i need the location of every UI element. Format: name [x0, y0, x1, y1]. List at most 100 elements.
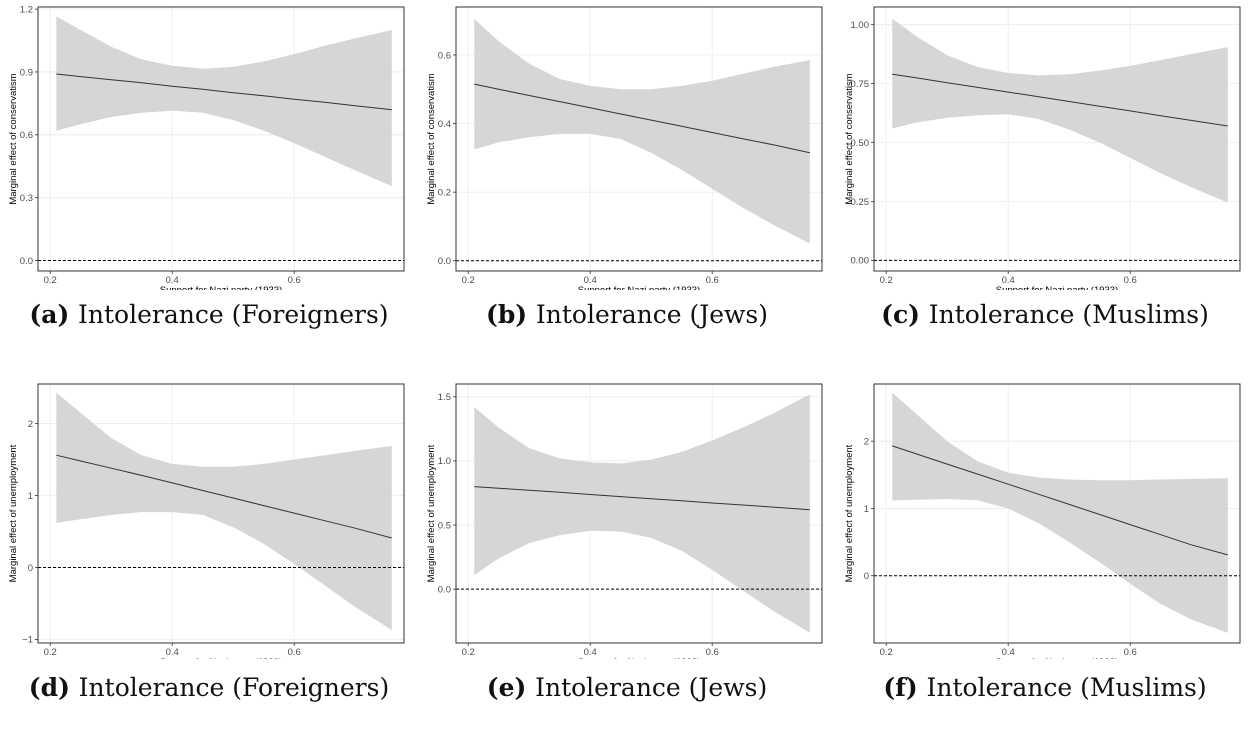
x-axis-label-c: Support for Nazi party (1933) — [996, 285, 1119, 290]
y-tick-label-a: 0.6 — [20, 130, 33, 141]
y-tick-label-f: 0 — [864, 571, 869, 582]
caption-text-c: Intolerance (Muslims) — [928, 300, 1209, 329]
y-tick-label-a: 0.0 — [20, 256, 33, 267]
y-tick-label-c: 0.75 — [851, 79, 870, 90]
confidence-band-f — [892, 392, 1228, 633]
estimate-line-c — [892, 73, 1228, 127]
x-tick-label-d: 0.4 — [166, 647, 179, 658]
panel-border-d — [37, 383, 405, 644]
chart-d: 0.2 0.4 0.6 −1 0 1 2 Support for Nazi party (19… — [8, 383, 405, 659]
panel-b: 0.2 0.4 0.6 0.0 0.2 0.4 0.6 Support for Nazi pa… — [418, 0, 836, 369]
panel-e: 0.2 0.4 0.6 0.0 0.5 1.0 1.5 Support for Nazi pa… — [418, 369, 836, 738]
chart-b: 0.2 0.4 0.6 0.0 0.2 0.4 0.6 Support for Nazi pa… — [426, 6, 823, 290]
panel-d: 0.2 0.4 0.6 −1 0 1 2 Support for Nazi party (19… — [0, 369, 418, 738]
x-tick-label-c: 0.6 — [1124, 275, 1137, 286]
y-tick-label-c: 0.50 — [851, 138, 870, 149]
caption-label-a: (a) — [29, 300, 70, 329]
y-axis-label-d: Marginal effect of unemployment — [8, 444, 19, 582]
chart-c: 0.2 0.4 0.6 0.00 0.25 0.50 0.75 1.00 Support for… — [844, 6, 1241, 290]
x-tick-label-a: 0.6 — [288, 275, 301, 286]
y-tick-label-b: 0.6 — [438, 50, 451, 61]
x-axis-label-f: Support for Nazi party (1933) — [996, 657, 1119, 659]
y-tick-label-a: 0.9 — [20, 67, 33, 78]
x-tick-label-e: 0.6 — [706, 647, 719, 658]
y-tick-label-f: 1 — [864, 504, 869, 515]
panel-border-a — [37, 6, 405, 272]
panel-border-f — [873, 383, 1241, 644]
x-tick-label-b: 0.2 — [462, 275, 475, 286]
y-tick-label-d: 2 — [28, 419, 33, 430]
y-tick-label-a: 1.2 — [20, 4, 33, 15]
caption-text-f: Intolerance (Muslims) — [926, 673, 1207, 702]
caption-label-c: (c) — [881, 300, 920, 329]
confidence-band-c — [892, 18, 1228, 203]
y-tick-label-c: 1.00 — [851, 20, 870, 31]
y-axis-label-e: Marginal effect of unemployment — [426, 444, 437, 582]
caption-text-d: Intolerance (Foreigners) — [78, 673, 390, 702]
caption-b: (b) Intolerance (Jews) — [418, 300, 836, 329]
x-tick-label-e: 0.2 — [462, 647, 475, 658]
y-tick-label-d: 1 — [28, 491, 33, 502]
caption-text-e: Intolerance (Jews) — [535, 673, 768, 702]
caption-d: (d) Intolerance (Foreigners) — [0, 673, 418, 702]
y-axis-label-b: Marginal effect of conservatism — [426, 73, 437, 204]
y-tick-label-b: 0.4 — [438, 119, 451, 130]
y-tick-label-b: 0.2 — [438, 187, 451, 198]
panel-c: 0.2 0.4 0.6 0.00 0.25 0.50 0.75 1.00 Support for… — [836, 0, 1254, 369]
y-tick-label-e: 0.5 — [438, 520, 451, 531]
x-tick-label-d: 0.6 — [288, 647, 301, 658]
y-tick-label-a: 0.3 — [20, 193, 33, 204]
chart-f: 0.2 0.4 0.6 0 1 2 Support for Nazi party (1933… — [844, 383, 1241, 659]
x-axis-label-e: Support for Nazi party (1933) — [578, 657, 701, 659]
caption-label-b: (b) — [485, 300, 528, 329]
caption-text-b: Intolerance (Jews) — [535, 300, 768, 329]
x-tick-label-b: 0.6 — [706, 275, 719, 286]
caption-e: (e) Intolerance (Jews) — [418, 673, 836, 702]
y-tick-label-f: 2 — [864, 436, 869, 447]
x-tick-label-f: 0.2 — [880, 647, 893, 658]
chart-e: 0.2 0.4 0.6 0.0 0.5 1.0 1.5 Support for Nazi pa… — [426, 383, 823, 659]
confidence-band-d — [56, 392, 392, 631]
panel-border-c — [873, 6, 1241, 272]
x-tick-label-a: 0.2 — [44, 275, 57, 286]
y-tick-label-b: 0.0 — [438, 256, 451, 267]
y-tick-label-d: 0 — [28, 563, 33, 574]
estimate-line-d — [56, 454, 392, 539]
caption-label-e: (e) — [486, 673, 527, 702]
x-tick-label-a: 0.4 — [166, 275, 179, 286]
estimate-line-f — [892, 445, 1228, 556]
y-tick-label-e: 1.5 — [438, 392, 451, 403]
estimate-line-e — [474, 486, 810, 511]
x-tick-label-c: 0.2 — [880, 275, 893, 286]
caption-a: (a) Intolerance (Foreigners) — [0, 300, 418, 329]
x-axis-label-a: Support for Nazi party (1933) — [160, 285, 283, 290]
panel-border-b — [455, 6, 823, 272]
caption-label-f: (f) — [883, 673, 918, 702]
caption-text-a: Intolerance (Foreigners) — [78, 300, 389, 329]
y-tick-label-c: 0.25 — [851, 197, 870, 208]
caption-c: (c) Intolerance (Muslims) — [836, 300, 1254, 329]
y-axis-label-a: Marginal effect of conservatism — [8, 73, 19, 204]
y-tick-label-d: −1 — [22, 635, 33, 646]
confidence-band-a — [56, 16, 392, 187]
x-tick-label-f: 0.6 — [1124, 647, 1137, 658]
confidence-band-b — [474, 19, 810, 244]
x-tick-label-d: 0.2 — [44, 647, 57, 658]
estimate-line-b — [474, 83, 810, 154]
chart-a: 0.2 0.4 0.6 0.0 0.3 0.6 0.9 1.2 Support for Nazi… — [8, 4, 405, 290]
y-tick-label-c: 0.00 — [851, 256, 870, 267]
estimate-line-a — [56, 73, 392, 111]
x-tick-label-e: 0.4 — [584, 647, 597, 658]
caption-f: (f) Intolerance (Muslims) — [836, 673, 1254, 702]
x-tick-label-f: 0.4 — [1002, 647, 1015, 658]
x-tick-label-b: 0.4 — [584, 275, 597, 286]
y-axis-label-c: Marginal effect of conservatism — [844, 73, 855, 204]
caption-label-d: (d) — [28, 673, 70, 702]
x-axis-label-d: Support for Nazi party (1933) — [160, 657, 283, 659]
x-axis-label-b: Support for Nazi party (1933) — [578, 285, 701, 290]
panel-border-e — [455, 383, 823, 644]
y-axis-label-f: Marginal effect of unemployment — [844, 444, 855, 582]
x-tick-label-c: 0.4 — [1002, 275, 1015, 286]
y-tick-label-e: 1.0 — [438, 456, 451, 467]
panel-f: 0.2 0.4 0.6 0 1 2 Support for Nazi party (1933… — [836, 369, 1254, 738]
